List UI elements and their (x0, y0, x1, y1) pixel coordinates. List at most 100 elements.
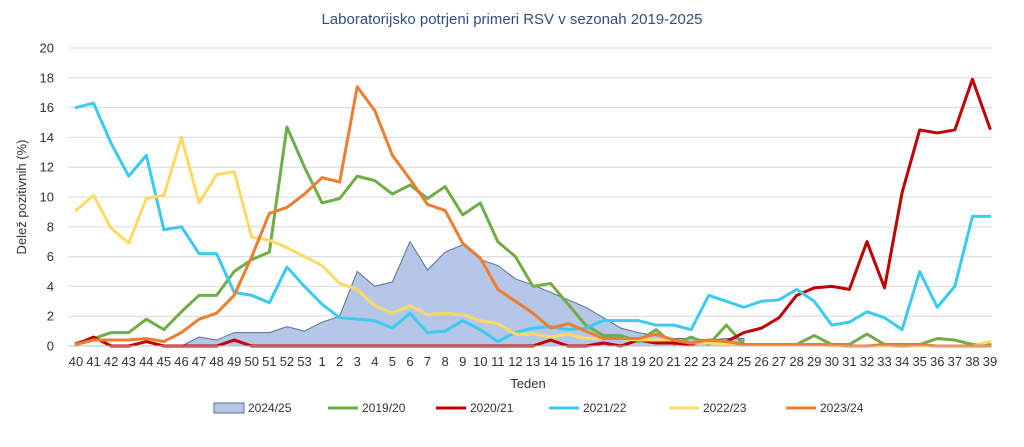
data-point (392, 328, 393, 329)
series-line-2021-22 (74, 101, 992, 344)
legend-item: 2019/20 (328, 401, 406, 415)
data-point (409, 241, 410, 242)
data-point (181, 226, 182, 227)
area-series (76, 240, 745, 347)
x-tick-label: 18 (614, 354, 628, 369)
x-tick-label: 29 (807, 354, 821, 369)
x-tick-label: 49 (227, 354, 241, 369)
x-tick-label: 37 (948, 354, 962, 369)
x-tick-label: 6 (406, 354, 413, 369)
x-tick-label: 23 (702, 354, 716, 369)
data-point (269, 332, 270, 333)
data-point (76, 344, 77, 345)
data-point (814, 301, 815, 302)
data-point (251, 237, 252, 238)
x-tick-labels: 40 41 42 43 44 45 46 47 48 49 50 51 52 53 1 2 3 4 5 6 7 8 9 10 1… (69, 354, 997, 369)
data-point (392, 281, 393, 282)
data-point (761, 344, 762, 345)
data-point (708, 295, 709, 296)
data-point (743, 338, 744, 339)
data-point (480, 329, 481, 330)
data-point (849, 289, 850, 290)
data-point (796, 344, 797, 345)
data-point (234, 271, 235, 272)
data-point (251, 332, 252, 333)
data-point (357, 86, 358, 87)
data-point (779, 317, 780, 318)
data-point (585, 328, 586, 329)
x-tick-label: 8 (441, 354, 448, 369)
data-point (550, 340, 551, 341)
x-tick-label: 52 (280, 354, 294, 369)
data-point (673, 325, 674, 326)
data-point (409, 185, 410, 186)
data-point (146, 338, 147, 339)
data-point (128, 176, 129, 177)
data-point (550, 337, 551, 338)
y-tick-label: 12 (40, 160, 54, 175)
x-tick-label: 28 (789, 354, 803, 369)
legend-label: 2023/24 (820, 401, 864, 415)
data-point (620, 328, 621, 329)
data-point (743, 332, 744, 333)
data-point (234, 340, 235, 341)
data-point (339, 198, 340, 199)
data-point (163, 329, 164, 330)
y-tick-label: 2 (47, 309, 54, 324)
x-tick-label: 24 (719, 354, 733, 369)
data-point (374, 286, 375, 287)
x-tick-label: 39 (983, 354, 997, 369)
data-point (427, 332, 428, 333)
x-tick-label: 44 (139, 354, 153, 369)
data-point (866, 334, 867, 335)
series-line-2023-24 (74, 85, 992, 348)
y-tick-label: 20 (40, 41, 54, 56)
data-point (743, 344, 744, 345)
data-point (199, 202, 200, 203)
x-tick-label: 2 (336, 354, 343, 369)
data-point (743, 307, 744, 308)
data-point (322, 202, 323, 203)
x-tick-label: 22 (684, 354, 698, 369)
data-point (111, 340, 112, 341)
legend-item: 2024/25 (213, 401, 292, 415)
legend-label: 2022/23 (703, 401, 747, 415)
data-point (568, 299, 569, 300)
data-point (199, 319, 200, 320)
data-point (620, 338, 621, 339)
data-point (550, 328, 551, 329)
data-point (497, 289, 498, 290)
x-tick-label: 33 (877, 354, 891, 369)
x-tick-label: 13 (526, 354, 540, 369)
data-point (234, 171, 235, 172)
data-point (814, 287, 815, 288)
data-point (656, 329, 657, 330)
data-point (673, 340, 674, 341)
data-point (954, 129, 955, 130)
x-tick-label: 46 (174, 354, 188, 369)
data-point (409, 305, 410, 306)
x-tick-label: 30 (825, 354, 839, 369)
x-tick-label: 4 (371, 354, 378, 369)
data-point (216, 253, 217, 254)
y-tick-label: 18 (40, 70, 54, 85)
data-point (515, 301, 516, 302)
data-point (357, 176, 358, 177)
data-point (462, 314, 463, 315)
x-tick-label: 41 (86, 354, 100, 369)
data-point (357, 289, 358, 290)
legend: 2024/25 2019/20 2020/21 2021/22 2022/23 2023/… (213, 401, 864, 415)
data-point (603, 338, 604, 339)
data-point (128, 243, 129, 244)
data-point (515, 278, 516, 279)
x-tick-label: 34 (895, 354, 909, 369)
data-point (972, 79, 973, 80)
data-point (497, 323, 498, 324)
data-point (339, 317, 340, 318)
data-point (93, 103, 94, 104)
data-point (480, 320, 481, 321)
data-point (181, 137, 182, 138)
data-point (427, 314, 428, 315)
x-tick-label: 47 (192, 354, 206, 369)
data-point (902, 329, 903, 330)
